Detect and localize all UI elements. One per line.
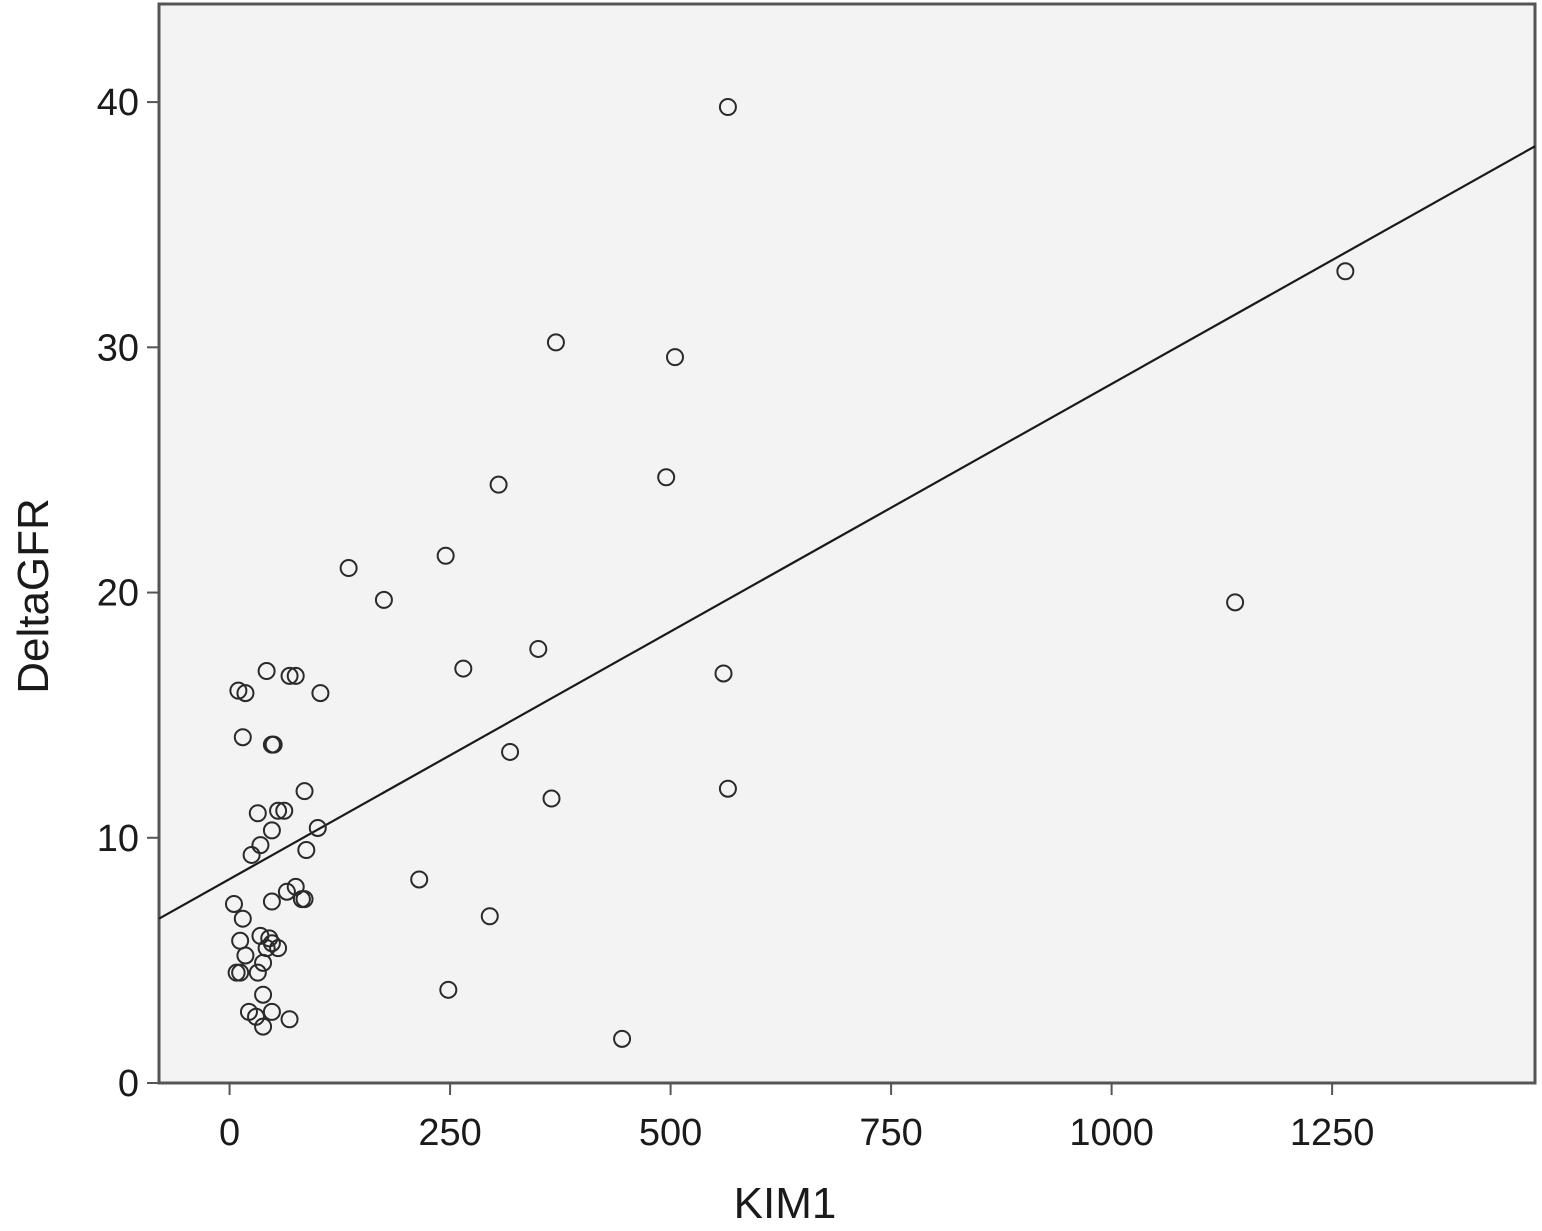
data-point-30 (308, 818, 327, 837)
data-point-46 (262, 934, 281, 953)
data-point-12 (714, 664, 733, 683)
data-point-31 (251, 836, 270, 855)
data-point-26 (248, 804, 267, 823)
data-point-24 (718, 779, 737, 798)
data-point-25 (295, 782, 314, 801)
x-tick-label: 1250 (1290, 1112, 1375, 1154)
data-point-8 (374, 590, 393, 609)
data-point-34 (410, 870, 429, 889)
y-tick-label: 40 (97, 82, 139, 124)
data-point-21 (264, 735, 283, 754)
data-point-23 (542, 789, 561, 808)
data-point-0 (718, 97, 737, 116)
y-tick-label: 30 (97, 327, 139, 369)
data-point-27 (269, 801, 288, 820)
data-point-3 (666, 348, 684, 367)
data-point-19 (233, 728, 252, 747)
data-point-10 (529, 639, 548, 658)
x-tick-label: 1000 (1069, 1112, 1154, 1154)
data-point-59 (280, 1010, 299, 1029)
data-point-33 (297, 841, 316, 860)
data-point-36 (277, 882, 296, 901)
y-axis-title: DeltaGFR (9, 498, 58, 694)
data-point-13 (257, 662, 276, 681)
data-point-42 (233, 909, 252, 928)
data-point-60 (254, 1017, 273, 1036)
data-point-22 (501, 742, 520, 761)
data-point-38 (292, 890, 311, 909)
data-point-11 (454, 659, 473, 678)
x-tick-label: 0 (219, 1112, 240, 1154)
data-point-57 (262, 1002, 281, 1021)
data-point-55 (439, 980, 458, 999)
data-point-32 (242, 845, 261, 864)
data-point-54 (254, 985, 273, 1004)
x-axis-title: KIM1 (734, 1179, 837, 1228)
axis-ticks (147, 101, 1334, 1095)
data-point-61 (613, 1029, 632, 1048)
data-point-53 (231, 963, 250, 982)
data-point-50 (254, 953, 273, 972)
data-point-1 (1336, 262, 1355, 281)
y-tick-label: 10 (97, 818, 139, 860)
data-point-9 (1226, 593, 1245, 612)
data-point-29 (262, 821, 281, 840)
data-point-48 (269, 939, 288, 958)
tick-labels: 0 250 500 750 1000 1250 0 10 20 30 40 (97, 82, 1375, 1154)
data-point-2 (546, 333, 565, 352)
data-point-28 (275, 801, 294, 820)
data-point-4 (489, 475, 508, 494)
plot-area (157, 2, 1537, 1085)
regression-line (158, 145, 1536, 920)
data-point-18 (236, 684, 255, 703)
data-point-14 (280, 666, 299, 685)
y-tick-label: 20 (97, 573, 139, 615)
data-point-7 (436, 546, 455, 565)
x-tick-label: 750 (859, 1112, 922, 1154)
data-point-39 (262, 892, 281, 911)
x-tick-label: 500 (639, 1112, 702, 1154)
data-point-41 (480, 907, 499, 926)
data-point-6 (339, 559, 358, 578)
data-point-40 (224, 894, 243, 913)
data-point-15 (286, 666, 305, 685)
data-point-5 (657, 468, 676, 487)
data-points (224, 97, 1355, 1048)
data-point-51 (248, 963, 267, 982)
data-point-16 (311, 684, 330, 703)
data-point-49 (236, 946, 255, 965)
x-tick-label: 250 (418, 1112, 481, 1154)
y-tick-label: 0 (118, 1063, 139, 1105)
